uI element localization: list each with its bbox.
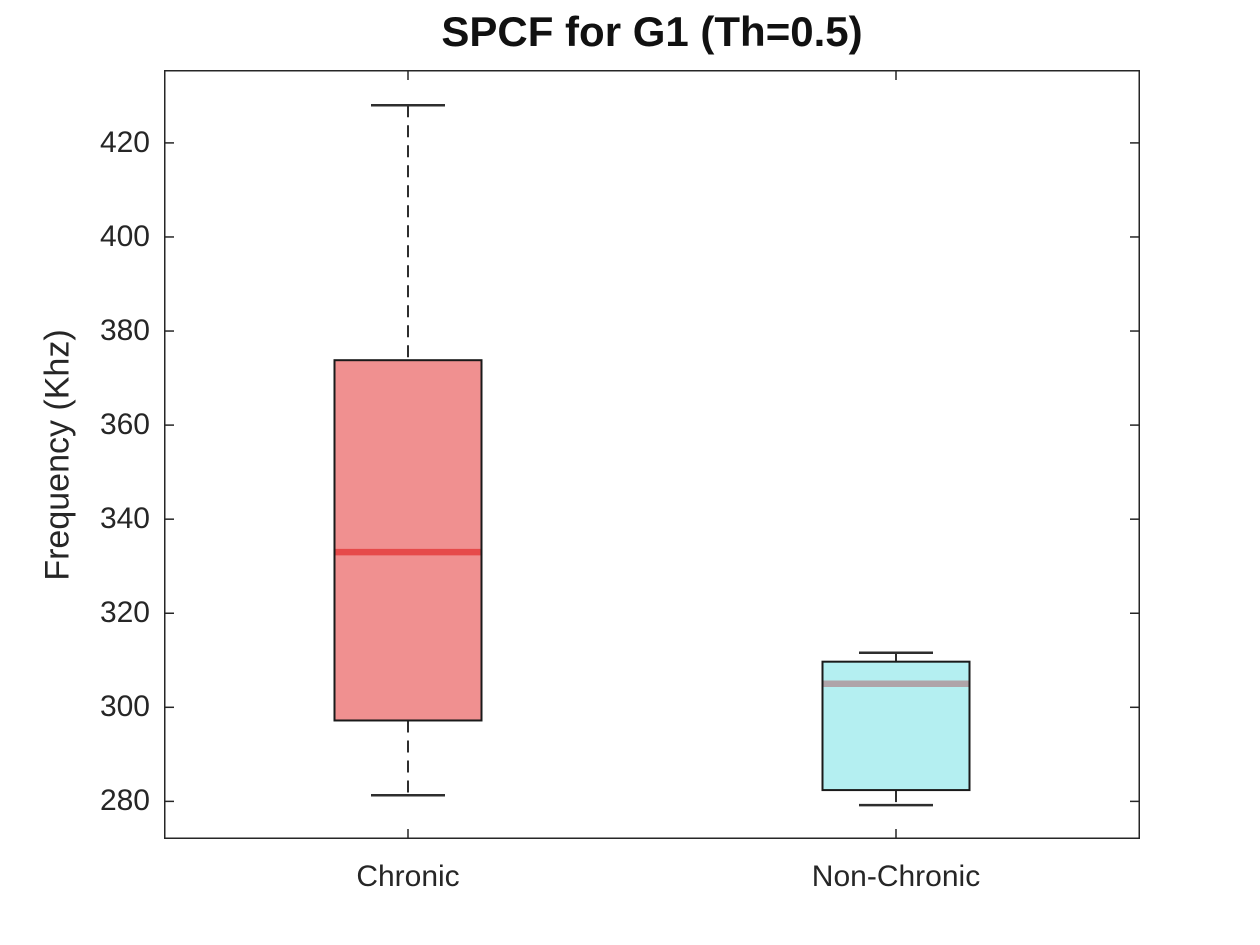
y-tick-label-360: 360: [99, 408, 150, 442]
x-tick-label-chronic: Chronic: [356, 860, 460, 893]
chart-title: SPCF for G1 (Th=0.5): [441, 8, 863, 55]
axis-frame: [164, 70, 1140, 839]
boxplot-canvas: [164, 70, 1140, 839]
y-axis-label: Frequency (Khz): [38, 329, 77, 581]
y-tick-label-300: 300: [99, 690, 150, 724]
y-tick-label-340: 340: [99, 502, 150, 536]
y-tick-label-420: 420: [99, 125, 150, 159]
y-tick-label-400: 400: [99, 219, 150, 253]
y-tick-label-320: 320: [99, 596, 150, 630]
y-tick-label-280: 280: [99, 784, 150, 818]
plot-area: [164, 70, 1140, 839]
y-tick-label-380: 380: [99, 314, 150, 348]
box-chronic: [333, 359, 483, 722]
x-tick-label-non-chronic: Non-Chronic: [811, 860, 981, 893]
